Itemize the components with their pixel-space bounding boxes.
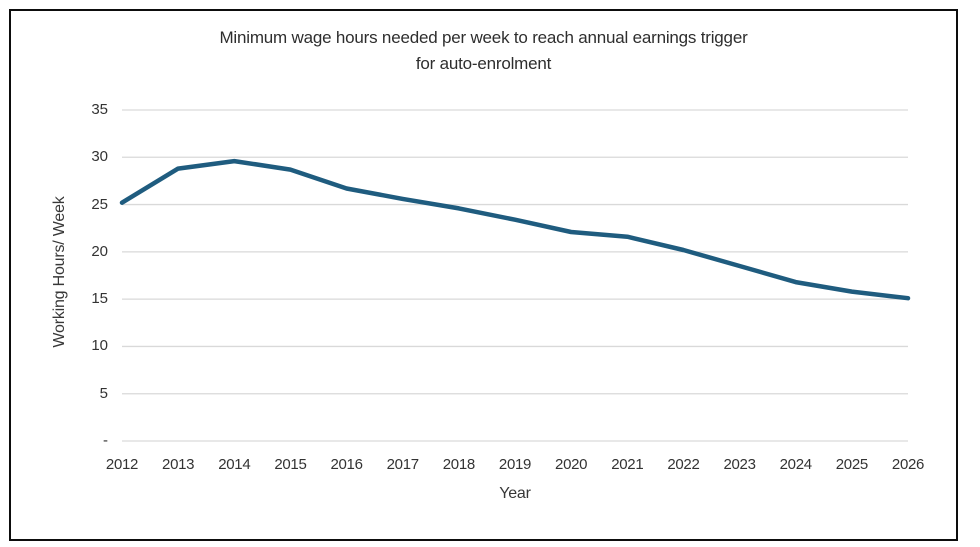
x-tick-label: 2016 <box>330 456 363 473</box>
chart-title-line1: Minimum wage hours needed per week to re… <box>219 28 748 47</box>
x-tick-label: 2019 <box>498 456 532 473</box>
x-tick-label: 2022 <box>667 456 700 473</box>
x-tick-label: 2025 <box>835 456 868 473</box>
y-tick-label: 20 <box>91 242 108 260</box>
x-tick-label: 2017 <box>386 456 419 473</box>
y-tick-label: 35 <box>91 101 108 118</box>
x-tick-label: 2018 <box>442 456 475 473</box>
x-tick-label: 2015 <box>274 456 307 473</box>
y-tick-label: 5 <box>99 384 108 402</box>
x-tick-label: 2021 <box>611 456 644 473</box>
y-tick-label: 15 <box>91 290 108 308</box>
x-tick-label: 2012 <box>105 456 139 473</box>
x-tick-label: 2026 <box>891 456 925 473</box>
x-tick-label: 2023 <box>723 456 756 473</box>
x-tick-label: 2024 <box>779 456 812 473</box>
x-tick-label: 2020 <box>555 456 588 473</box>
y-tick-label: 10 <box>91 337 108 355</box>
x-axis-title: Year <box>499 485 531 502</box>
y-tick-label: 25 <box>91 195 108 213</box>
y-tick-label: 30 <box>91 148 108 166</box>
chart-title-line2: for auto-enrolment <box>415 54 552 73</box>
x-tick-label: 2014 <box>218 456 251 473</box>
y-tick-label: - <box>103 432 108 449</box>
y-axis-title: Working Hours/ Week <box>51 196 68 348</box>
chart-title: Minimum wage hours needed per week to re… <box>9 25 958 77</box>
x-tick-label: 2013 <box>162 456 195 473</box>
